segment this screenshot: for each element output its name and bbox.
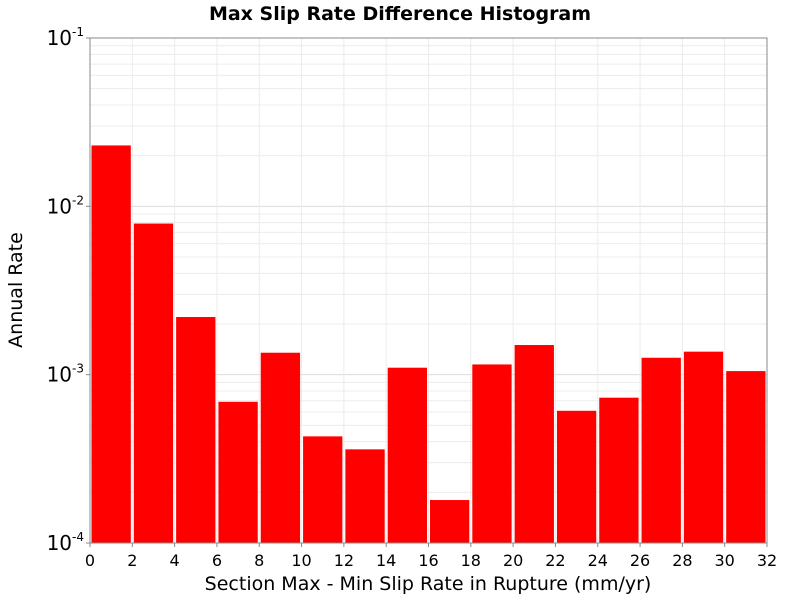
histogram-bar xyxy=(91,145,131,543)
histogram-bar xyxy=(556,410,597,543)
histogram-bar xyxy=(260,352,301,543)
histogram-bar xyxy=(218,401,258,543)
bars-group xyxy=(91,145,766,543)
x-tick-label: 18 xyxy=(461,551,481,570)
x-axis-label: Section Max - Min Slip Rate in Rupture (… xyxy=(205,573,652,595)
histogram-bar xyxy=(303,436,343,543)
histogram-bar xyxy=(641,357,681,543)
y-tick-label: 10-3 xyxy=(47,362,84,387)
x-tick-label: 20 xyxy=(503,551,523,570)
x-tick-label: 10 xyxy=(291,551,311,570)
x-tick-label: 30 xyxy=(715,551,735,570)
histogram-bar xyxy=(430,500,470,543)
y-tick-label: 10-4 xyxy=(47,530,84,555)
x-tick-label: 0 xyxy=(85,551,95,570)
x-tick-label: 32 xyxy=(757,551,777,570)
y-tick-label: 10-2 xyxy=(47,193,84,218)
y-axis-ticks: 10-4 10-3 10-2 10-1 xyxy=(47,25,90,555)
x-tick-label: 14 xyxy=(376,551,396,570)
x-tick-label: 26 xyxy=(630,551,650,570)
x-tick-label: 16 xyxy=(418,551,438,570)
histogram-bar xyxy=(726,371,766,543)
histogram-bar xyxy=(176,317,216,543)
histogram-bar xyxy=(683,351,724,543)
histogram-bar xyxy=(387,367,427,543)
x-tick-label: 22 xyxy=(545,551,565,570)
histogram-bar xyxy=(514,345,554,543)
x-axis-ticks: 0 2 4 6 8 10 12 14 16 18 20 22 24 26 28 30 32 xyxy=(85,543,777,570)
x-tick-label: 6 xyxy=(212,551,222,570)
y-tick-label: 10-1 xyxy=(47,25,84,50)
histogram-bar xyxy=(133,223,174,543)
x-tick-label: 24 xyxy=(588,551,608,570)
x-tick-label: 2 xyxy=(127,551,137,570)
x-tick-label: 28 xyxy=(672,551,692,570)
y-axis-label: Annual Rate xyxy=(5,232,27,348)
histogram-bar xyxy=(472,364,512,543)
histogram-bar xyxy=(599,397,639,543)
x-tick-label: 8 xyxy=(254,551,264,570)
histogram-bar xyxy=(345,449,385,543)
x-tick-label: 12 xyxy=(334,551,354,570)
x-tick-label: 4 xyxy=(170,551,180,570)
chart-title: Max Slip Rate Difference Histogram xyxy=(209,3,591,25)
